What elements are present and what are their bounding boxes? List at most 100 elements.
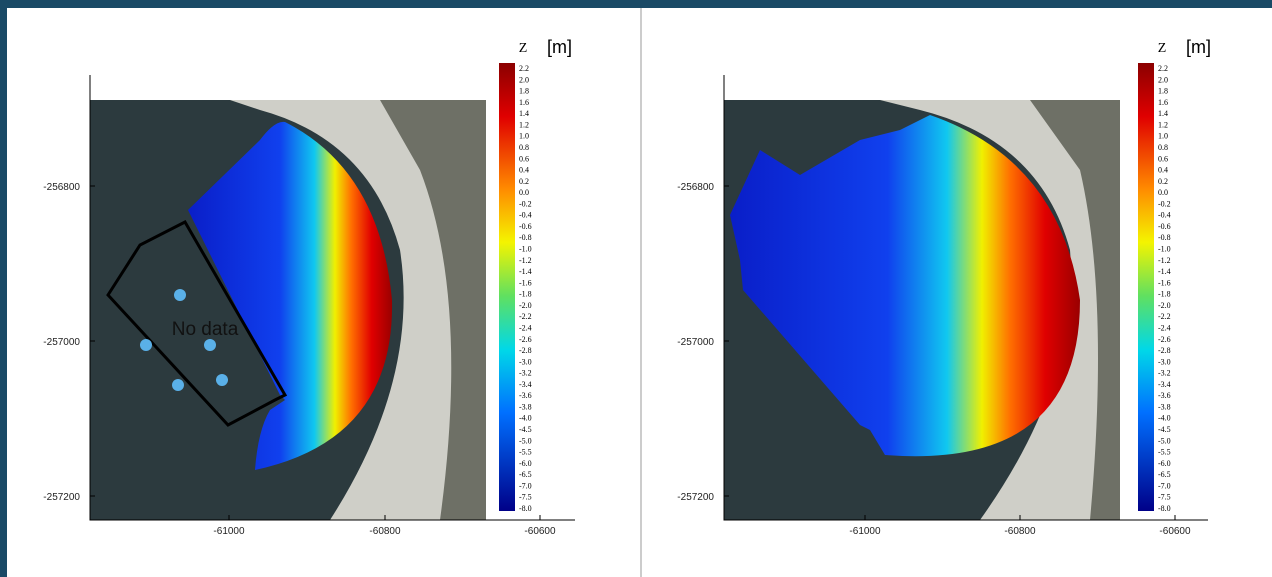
y-tick-label: -256800 — [677, 182, 714, 193]
colorbar-label: -1.6 — [519, 278, 532, 287]
colorbar-label: -3.2 — [519, 369, 532, 378]
colorbar-label: -0.4 — [1158, 211, 1171, 220]
colorbar-label: 1.6 — [519, 98, 529, 107]
colorbar-label: -1.8 — [519, 290, 532, 299]
colorbar-label: -1.2 — [1158, 256, 1171, 265]
figure: Z [m] 2.2 2.0 1.8 1.6 1.4 1.2 1.0 0.8 0.6 0.4 0.2 0.0… — [0, 0, 1272, 577]
colorbar-label: -1.6 — [1158, 278, 1171, 287]
colorbar-label: -2.4 — [519, 323, 532, 332]
colorbar-label: -2.2 — [519, 312, 532, 321]
colorbar-unit: [m] — [1186, 37, 1211, 57]
colorbar-label: -2.6 — [1158, 335, 1171, 344]
colorbar-label: -1.4 — [519, 267, 532, 276]
y-tick-label: -256800 — [43, 182, 80, 193]
colorbar-label: 1.2 — [1158, 120, 1168, 129]
colorbar-label: -0.6 — [1158, 222, 1171, 231]
colorbar-label: -2.6 — [519, 335, 532, 344]
colorbar-label: -0.6 — [519, 222, 532, 231]
colorbar-label: -2.8 — [519, 346, 532, 355]
colorbar-label: -3.4 — [519, 380, 532, 389]
colorbar-label: -2.8 — [1158, 346, 1171, 355]
colorbar-label: -3.4 — [1158, 380, 1171, 389]
colorbar-label: -2.2 — [1158, 312, 1171, 321]
annotation: No data — [170, 318, 240, 341]
colorbar-label: -5.0 — [1158, 436, 1171, 445]
colorbar-label: -1.4 — [1158, 267, 1171, 276]
colorbar-label: -8.0 — [519, 504, 532, 513]
colorbar-label: 0.6 — [519, 154, 529, 163]
colorbar-label: -8.0 — [1158, 504, 1171, 513]
colorbar-label: -6.5 — [1158, 470, 1171, 479]
colorbar-label: -4.5 — [1158, 425, 1171, 434]
colorbar-label: -5.0 — [519, 436, 532, 445]
colorbar-label: -0.4 — [519, 211, 532, 220]
colorbar-label: -1.8 — [1158, 290, 1171, 299]
colorbar-label: -3.0 — [519, 357, 532, 366]
colorbar-title: Z — [1158, 41, 1167, 56]
colorbar-label: -0.8 — [1158, 233, 1171, 242]
colorbar-label: -2.0 — [519, 301, 532, 310]
colorbar-label: 0.8 — [1158, 143, 1168, 152]
colorbar-label: -7.5 — [519, 493, 532, 502]
colorbar-label: -6.0 — [1158, 459, 1171, 468]
top-bar — [0, 0, 1272, 8]
x-tick-label: -60800 — [369, 526, 401, 537]
colorbar-label: -0.2 — [519, 199, 532, 208]
colorbar-label: 0.0 — [1158, 188, 1168, 197]
colorbar-label: -1.0 — [519, 245, 532, 254]
y-tick-label: -257200 — [677, 492, 714, 503]
left-map — [90, 63, 575, 520]
x-tick-label: -61000 — [849, 526, 881, 537]
colorbar-label: 2.0 — [1158, 75, 1168, 84]
x-tick-label: -60600 — [1159, 526, 1191, 537]
colorbar-label: 0.6 — [1158, 154, 1168, 163]
colorbar-label: 1.8 — [1158, 87, 1168, 96]
y-tick-label: -257200 — [43, 492, 80, 503]
colorbar-label: 1.4 — [519, 109, 529, 118]
colorbar-label: 2.2 — [1158, 64, 1168, 73]
colorbar-label: 2.0 — [519, 75, 529, 84]
colorbar-label: 0.8 — [519, 143, 529, 152]
colorbar-label: -2.0 — [1158, 301, 1171, 310]
right-map — [724, 63, 1208, 520]
colorbar-label: -4.0 — [1158, 414, 1171, 423]
colorbar-label: -7.0 — [519, 481, 532, 490]
colorbar-label: 1.8 — [519, 87, 529, 96]
colorbar-label: -3.6 — [519, 391, 532, 400]
y-tick-label: -257000 — [43, 337, 80, 348]
colorbar-label: -1.0 — [1158, 245, 1171, 254]
colorbar-label: 0.0 — [519, 188, 529, 197]
left-bar — [0, 0, 7, 577]
x-tick-label: -60600 — [524, 526, 556, 537]
colorbar-label: -0.8 — [519, 233, 532, 242]
colorbar-unit: [m] — [547, 37, 572, 57]
colorbar-label: 1.4 — [1158, 109, 1168, 118]
colorbar-label: -1.2 — [519, 256, 532, 265]
colorbar-label: 0.4 — [519, 166, 529, 175]
colorbar-label: -4.5 — [519, 425, 532, 434]
colorbar-label: -6.5 — [519, 470, 532, 479]
colorbar-label: -3.8 — [1158, 402, 1171, 411]
page: Z [m] 2.2 2.0 1.8 1.6 1.4 1.2 1.0 0.8 0.6 0.4 0.2 0.0… — [0, 0, 1272, 577]
colorbar-title: Z — [519, 41, 528, 56]
colorbar-label: -5.5 — [1158, 448, 1171, 457]
colorbar-label: -5.5 — [519, 448, 532, 457]
colorbar-label: -3.0 — [1158, 357, 1171, 366]
colorbar-label: 1.6 — [1158, 98, 1168, 107]
x-tick-label: -60800 — [1004, 526, 1036, 537]
colorbar-label: 2.2 — [519, 64, 529, 73]
colorbar-label: 0.4 — [1158, 166, 1168, 175]
colorbar-label: -3.8 — [519, 402, 532, 411]
x-tick-label: -61000 — [213, 526, 245, 537]
colorbar-label: 1.2 — [519, 120, 529, 129]
colorbar-label: -3.2 — [1158, 369, 1171, 378]
colorbar-label: -3.6 — [1158, 391, 1171, 400]
colorbar-label: -2.4 — [1158, 323, 1171, 332]
y-tick-label: -257000 — [677, 337, 714, 348]
colorbar-label: 0.2 — [519, 177, 529, 186]
colorbar-label: 1.0 — [1158, 132, 1168, 141]
colorbar-label: 0.2 — [1158, 177, 1168, 186]
colorbar-label: -0.2 — [1158, 199, 1171, 208]
colorbar-label: -7.5 — [1158, 493, 1171, 502]
colorbar-label: -6.0 — [519, 459, 532, 468]
